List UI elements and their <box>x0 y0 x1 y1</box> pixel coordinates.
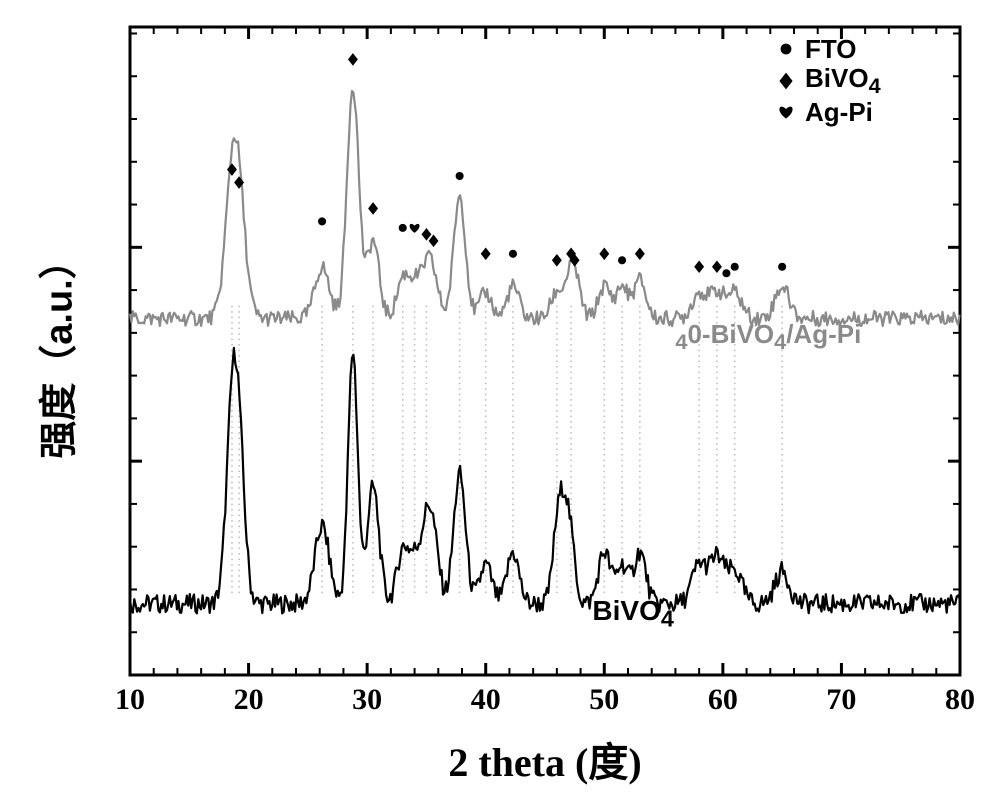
diamond-icon <box>775 71 797 91</box>
legend-label: FTO <box>805 35 857 64</box>
legend-label: Ag-Pi <box>805 98 873 127</box>
series-label-BiVO4: BiVO4 <box>592 595 673 633</box>
xrd-figure: 强度（a.u.） 2 theta (度) FTOBiVO4Ag-Pi 10203… <box>0 0 1000 795</box>
peak-marker-dot <box>456 172 464 180</box>
peak-marker-dot <box>731 263 739 271</box>
peak-marker-diamond <box>599 248 609 261</box>
peak-marker-diamond <box>348 53 358 66</box>
x-axis-label: 2 theta (度) <box>448 730 641 788</box>
x-tick-label: 60 <box>708 683 738 717</box>
x-tick-label: 10 <box>115 683 145 717</box>
peak-marker-diamond <box>429 235 439 248</box>
legend-item: Ag-Pi <box>775 98 881 127</box>
legend-label: BiVO4 <box>805 64 881 98</box>
heart-icon <box>775 102 797 122</box>
peak-marker-diamond <box>481 248 491 261</box>
x-tick-label: 30 <box>352 683 382 717</box>
x-tick-label: 80 <box>945 683 975 717</box>
x-tick-label: 70 <box>826 683 856 717</box>
peak-marker-dot <box>399 224 407 232</box>
peak-marker-diamond <box>635 248 645 261</box>
peak-marker-dot <box>509 250 517 258</box>
legend-item: FTO <box>775 35 881 64</box>
peak-marker-dot <box>318 217 326 225</box>
peak-marker-diamond <box>552 254 562 267</box>
legend: FTOBiVO4Ag-Pi <box>775 35 881 126</box>
trace-BiVO4 <box>130 348 960 614</box>
x-tick-label: 50 <box>589 683 619 717</box>
series-label-40-BiVO4/Ag-Pi: 40-BiVO4/Ag-Pi <box>675 319 861 355</box>
peak-marker-dot <box>778 263 786 271</box>
peak-marker-dot <box>722 269 730 277</box>
peak-marker-heart <box>410 224 420 233</box>
peak-marker-dot <box>618 256 626 264</box>
x-tick-label: 40 <box>471 683 501 717</box>
dot-icon <box>775 39 797 59</box>
peak-marker-diamond <box>712 260 722 273</box>
legend-item: BiVO4 <box>775 64 881 98</box>
peak-marker-diamond <box>421 228 431 241</box>
peak-marker-diamond <box>694 260 704 273</box>
peak-marker-diamond <box>368 202 378 215</box>
x-tick-label: 20 <box>234 683 264 717</box>
